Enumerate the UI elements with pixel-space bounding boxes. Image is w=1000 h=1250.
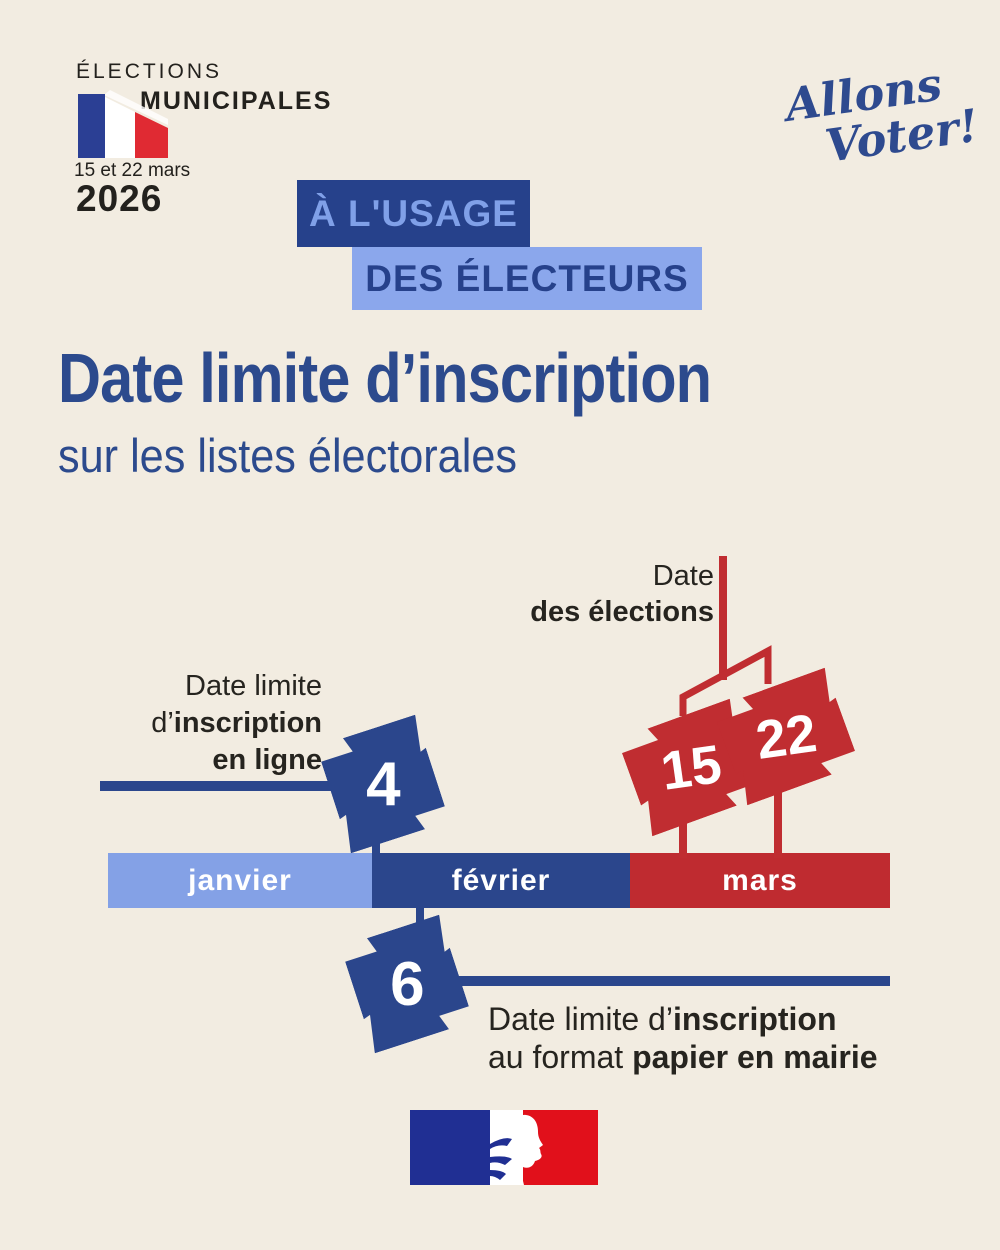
label-election-dates: Date des élections — [430, 558, 714, 630]
label-online-line2-bold: inscription — [173, 707, 322, 739]
marianne-logo — [410, 1110, 598, 1185]
month-label-fevrier: février — [451, 863, 551, 897]
kicker-municipales: MUNICIPALES — [140, 87, 333, 115]
month-segment-janvier: janvier — [108, 853, 372, 908]
label-paper-line1-bold: inscription — [672, 1001, 837, 1037]
page-title: Date limite d’inscription — [58, 339, 712, 417]
label-online-deadline: Date limite d’inscription en ligne — [80, 668, 322, 779]
kicker-elections: ÉLECTIONS — [76, 60, 223, 83]
marker-day-4-value: 4 — [365, 749, 401, 819]
label-elections-line2: des élections — [530, 596, 714, 628]
badge-a-l-usage: À L'USAGE — [297, 180, 530, 247]
header-dates: 15 et 22 mars — [74, 160, 191, 181]
marker-day-6-value: 6 — [389, 949, 425, 1019]
month-timeline-bar: janvier février mars — [108, 853, 890, 908]
label-paper-deadline: Date limite d’inscription au format papi… — [488, 1000, 928, 1076]
month-label-mars: mars — [722, 863, 798, 897]
french-flag-icon — [78, 88, 168, 158]
label-paper-line2-regular: au format — [488, 1039, 633, 1075]
month-segment-mars: mars — [630, 853, 890, 908]
label-paper-line2-bold: papier en mairie — [632, 1039, 878, 1075]
label-online-line3: en ligne — [212, 744, 322, 776]
label-online-line2-regular: d’ — [151, 707, 174, 739]
month-label-janvier: janvier — [188, 863, 292, 897]
marker-day-15-value: 15 — [657, 733, 725, 802]
label-elections-line1: Date — [652, 560, 714, 592]
page-subtitle: sur les listes électorales — [58, 429, 518, 482]
label-online-line1: Date limite — [185, 670, 322, 702]
month-segment-fevrier: février — [372, 853, 630, 908]
badge-des-electeurs: DES ÉLECTEURS — [352, 247, 702, 310]
label-paper-line1-regular: Date limite d’ — [488, 1001, 673, 1037]
marker-day-22-value: 22 — [752, 702, 820, 771]
header-year: 2026 — [76, 178, 163, 219]
